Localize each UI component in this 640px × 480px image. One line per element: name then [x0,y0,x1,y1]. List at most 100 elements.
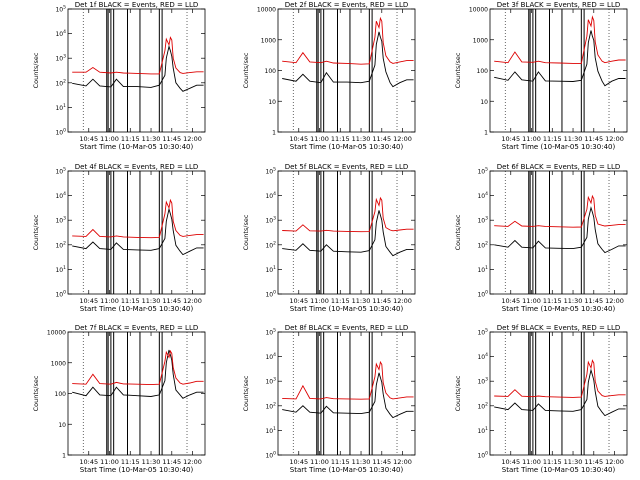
y-tick-label: 103 [55,54,66,63]
x-axis-label: Start Time (10-Mar-05 10:30:40) [80,305,194,313]
panel-title: Det 4f BLACK = Events, RED = LLD [75,163,198,171]
x-tick-label: 11:00 [522,458,541,466]
x-tick-label: 11:15 [543,458,562,466]
panel-title: Det 6f BLACK = Events, RED = LLD [497,163,620,171]
x-tick-label: 11:15 [331,297,350,305]
series-events-line [494,30,626,87]
y-tick-label: 105 [265,328,276,337]
y-tick-label: 1 [62,453,66,460]
series-events-line [494,206,626,254]
x-tick-label: 12:00 [605,135,624,143]
series-lld-line [494,359,626,398]
x-tick-label: 11:00 [100,297,119,305]
y-axis-label: Counts/sec [32,52,40,88]
y-axis-label: Counts/sec [454,52,462,88]
y-tick-label: 104 [477,191,488,200]
y-tick-label: 100 [55,391,67,398]
y-tick-label: 103 [477,216,488,225]
x-tick-label: 10:45 [79,458,98,466]
y-tick-label: 101 [55,265,66,274]
x-tick-label: 11:45 [162,135,181,143]
x-tick-label: 11:30 [564,458,583,466]
detector-panel-4f: Det 4f BLACK = Events, RED = LLD 100 101 10… [32,163,206,313]
y-tick-label: 1000 [261,37,276,44]
plot-frame [489,170,628,295]
x-tick-label: 11:00 [310,458,329,466]
y-tick-label: 103 [477,377,488,386]
x-tick-label: 11:00 [522,297,541,305]
plot-frame [67,8,206,133]
y-tick-label: 10 [58,422,66,429]
x-axis-label: Start Time (10-Mar-05 10:30:40) [80,143,194,151]
y-tick-label: 100 [55,290,66,299]
panel-title: Det 2f BLACK = Events, RED = LLD [285,1,408,9]
series-lld-line [494,194,626,228]
x-tick-label: 12:00 [393,297,412,305]
x-tick-label: 12:00 [393,458,412,466]
series-lld-line [282,16,414,65]
x-axis-label: Start Time (10-Mar-05 10:30:40) [502,305,616,313]
y-tick-label: 101 [265,265,276,274]
series-events-line [282,372,414,419]
x-tick-label: 11:30 [564,135,583,143]
y-tick-label: 104 [477,352,488,361]
x-axis-label: Start Time (10-Mar-05 10:30:40) [80,466,194,474]
y-tick-label: 102 [265,401,276,410]
panel-title: Det 1f BLACK = Events, RED = LLD [75,1,198,9]
y-axis-label: Counts/sec [32,375,40,411]
y-axis-label: Counts/sec [32,214,40,250]
detector-panel-2f: Det 2f BLACK = Events, RED = LLD 1 10 100 10… [242,1,416,151]
y-tick-label: 105 [55,5,66,14]
y-tick-label: 10 [480,99,488,106]
x-tick-label: 10:45 [79,297,98,305]
x-tick-label: 11:15 [121,135,140,143]
y-tick-label: 103 [55,216,66,225]
detector-panel-6f: Det 6f BLACK = Events, RED = LLD 100 101 10… [454,163,628,313]
x-axis-label: Start Time (10-Mar-05 10:30:40) [502,466,616,474]
plot-frame [277,170,416,295]
series-events-line [72,207,204,256]
x-tick-label: 11:00 [522,135,541,143]
plot-frame [489,331,628,456]
y-tick-label: 1000 [473,37,488,44]
y-tick-label: 105 [477,328,488,337]
series-events-line [494,368,626,417]
y-tick-label: 10 [268,99,276,106]
x-tick-label: 11:30 [352,458,371,466]
series-lld-line [72,36,204,75]
series-events-line [282,31,414,88]
plot-frame [67,170,206,295]
y-tick-label: 100 [477,290,488,299]
x-tick-label: 12:00 [605,458,624,466]
x-tick-label: 10:45 [501,458,520,466]
panel-title: Det 3f BLACK = Events, RED = LLD [497,1,620,9]
x-tick-label: 11:45 [162,297,181,305]
y-tick-label: 103 [265,216,276,225]
x-tick-label: 11:15 [543,135,562,143]
series-events-line [282,210,414,257]
series-events-line [72,349,204,399]
y-tick-label: 1 [272,130,276,137]
series-lld-line [72,198,204,239]
y-tick-label: 102 [55,78,66,87]
x-tick-label: 11:15 [121,458,140,466]
y-axis-label: Counts/sec [454,375,462,411]
plot-frame [277,331,416,456]
x-tick-label: 10:45 [79,135,98,143]
x-tick-label: 12:00 [393,135,412,143]
x-tick-label: 11:30 [142,297,161,305]
y-axis-label: Counts/sec [242,375,250,411]
x-tick-label: 11:45 [584,135,603,143]
x-tick-label: 11:30 [142,135,161,143]
detector-panel-7f: Det 7f BLACK = Events, RED = LLD 1 10 100 10… [32,324,206,474]
panel-title: Det 8f BLACK = Events, RED = LLD [285,324,408,332]
x-tick-label: 11:45 [584,458,603,466]
detector-panel-8f: Det 8f BLACK = Events, RED = LLD 100 101 10… [242,324,416,474]
panel-title: Det 5f BLACK = Events, RED = LLD [285,163,408,171]
x-axis-label: Start Time (10-Mar-05 10:30:40) [290,143,404,151]
x-tick-label: 10:45 [289,297,308,305]
x-tick-label: 11:15 [331,458,350,466]
x-tick-label: 11:45 [372,135,391,143]
y-tick-label: 102 [265,240,276,249]
